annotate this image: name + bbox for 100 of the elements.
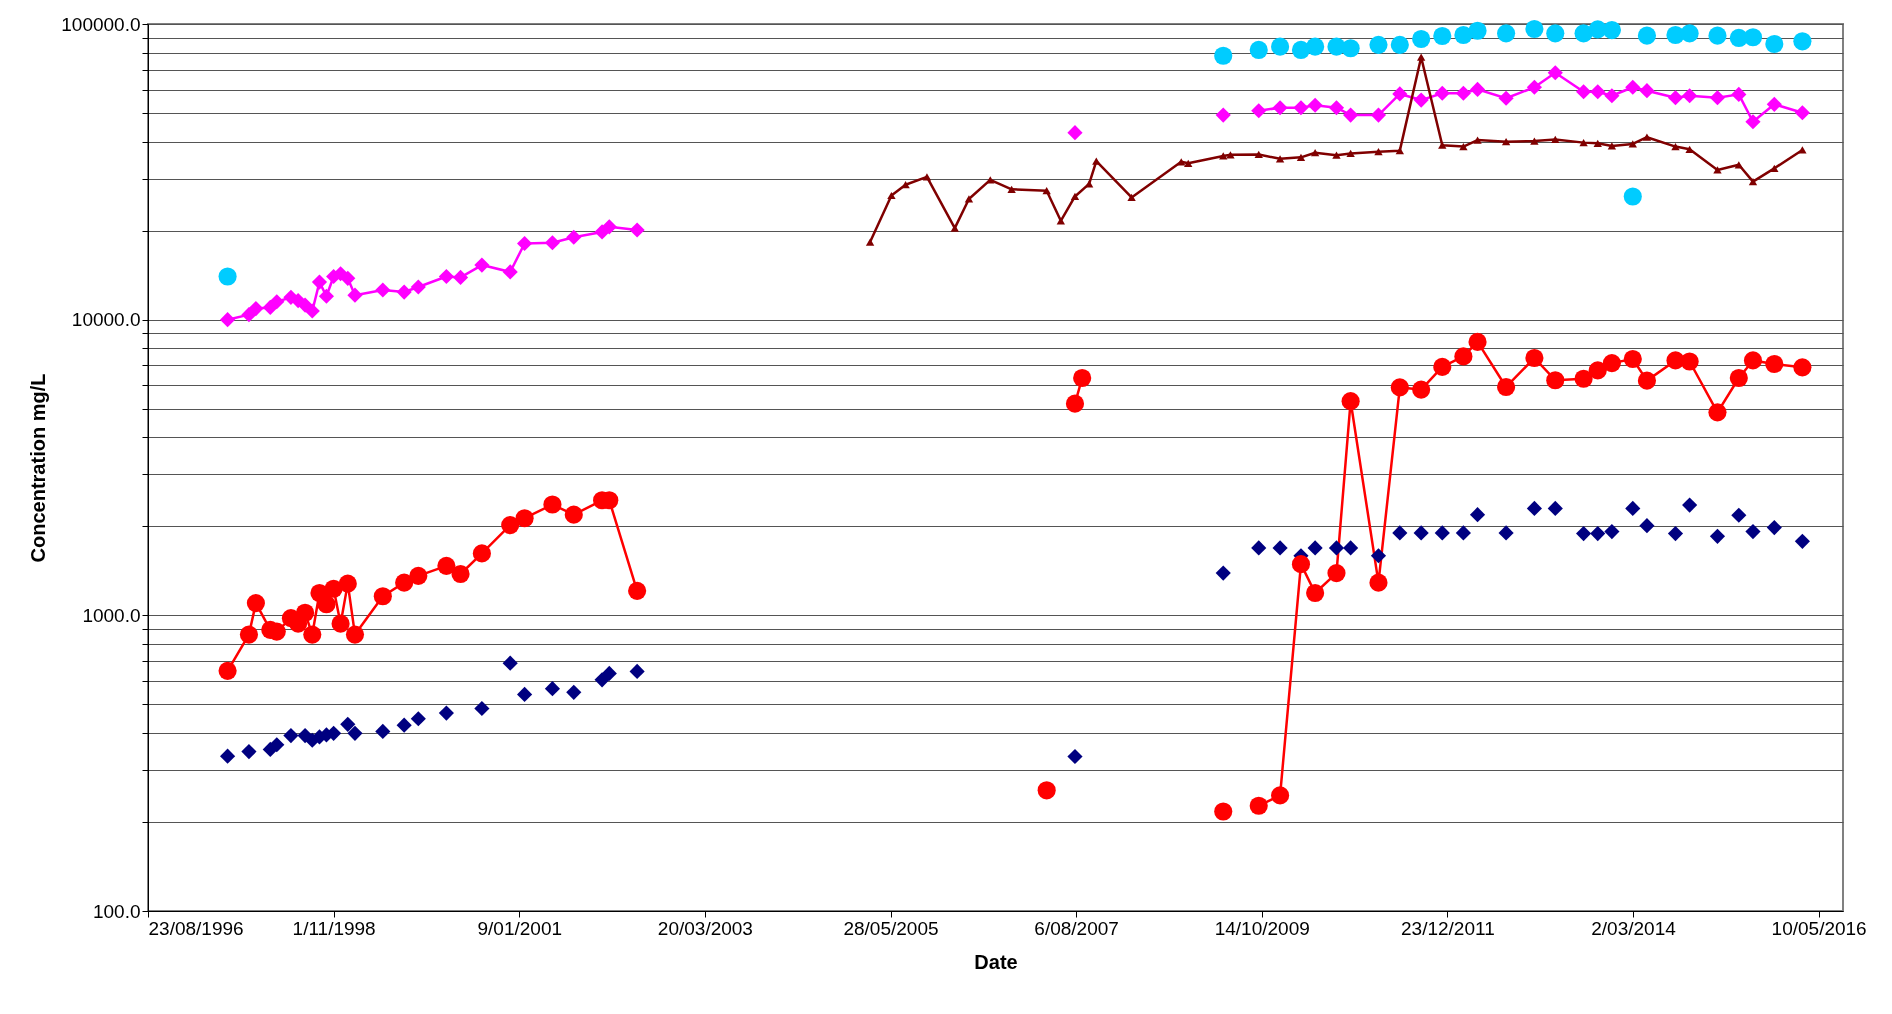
point [515,509,534,528]
point [311,274,328,290]
y-tick-label: 1000.0 [82,604,141,626]
point [396,717,412,733]
point [1413,525,1429,541]
y-tick-label: 100.0 [92,900,141,922]
point [347,725,363,741]
point [1007,185,1016,193]
point [1438,141,1447,149]
point [218,661,237,680]
point [1501,138,1511,146]
point [1794,533,1810,549]
point [1370,548,1387,564]
point [1798,146,1807,154]
point [950,224,959,232]
point [1251,540,1267,556]
point [1346,149,1355,158]
point [220,748,236,764]
point [248,301,264,317]
x-tick-label: 20/03/2003 [657,917,753,939]
y-tick-label: 10000.0 [71,309,141,331]
point [566,229,582,245]
point [543,495,562,514]
point [1469,81,1486,97]
point [410,279,426,295]
point [1590,526,1606,542]
point [220,312,236,328]
point [501,515,520,535]
point [1794,105,1810,121]
point [1249,796,1268,815]
point [438,705,454,721]
point [1766,96,1782,112]
point [1412,29,1431,49]
point [1272,540,1288,556]
x-tick-label: 23/12/2011 [1401,917,1495,939]
point [1215,107,1231,123]
point [1390,35,1409,54]
point [1092,157,1101,165]
point [246,594,265,613]
point [1215,565,1231,581]
point [304,303,320,319]
point [601,665,617,682]
point [1709,528,1726,544]
point [1416,53,1426,61]
point [1293,100,1309,116]
point [1454,347,1473,366]
point [1547,500,1563,516]
point [1271,37,1290,56]
x-axis-title: Date [974,950,1018,973]
point [1685,145,1694,153]
point [1306,37,1325,56]
point [1327,563,1346,583]
point [1073,368,1092,388]
point [1682,88,1698,104]
point [1214,46,1233,65]
point [1551,135,1560,144]
point [375,282,391,298]
point [1628,140,1637,148]
point [239,625,259,644]
point [1680,352,1699,371]
point [1498,90,1514,106]
point [1708,403,1727,422]
point [1127,193,1136,202]
point [438,268,454,285]
point [1341,392,1360,411]
point [347,287,363,303]
point [1184,159,1193,167]
point [1343,107,1359,123]
point [1625,79,1641,95]
point [1468,21,1487,40]
point [318,288,335,304]
point [1328,100,1345,116]
point [1526,500,1542,516]
point [1576,84,1592,100]
point [1296,153,1306,161]
point [1671,142,1680,151]
point [1370,107,1387,123]
point [375,723,391,739]
point [502,655,518,671]
point [1254,150,1263,159]
point [340,716,356,732]
point [1709,90,1726,106]
point [331,614,350,633]
point [1748,178,1758,186]
point [218,267,237,286]
point [1390,378,1409,397]
point [1639,518,1655,534]
point [1271,786,1290,805]
point [1590,84,1606,100]
point [1574,369,1593,388]
point [1743,351,1763,370]
point [1433,26,1452,46]
point [1455,85,1471,101]
y-tick-label: 100000.0 [61,13,141,35]
point [1745,523,1761,540]
point [544,681,561,697]
point [1604,88,1620,104]
point [1413,92,1429,108]
point [922,173,932,181]
point [1793,358,1812,377]
